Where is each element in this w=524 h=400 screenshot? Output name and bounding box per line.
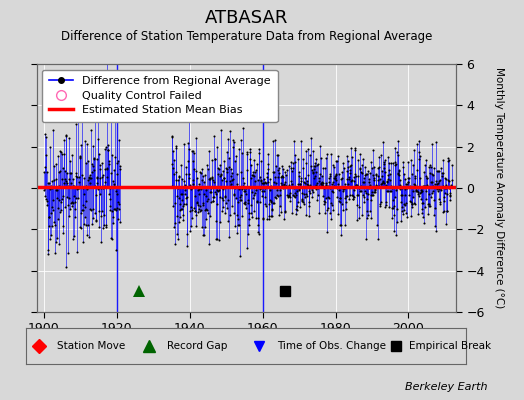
Text: Record Gap: Record Gap <box>167 341 227 351</box>
Text: Station Move: Station Move <box>57 341 125 351</box>
Y-axis label: Monthly Temperature Anomaly Difference (°C): Monthly Temperature Anomaly Difference (… <box>494 67 504 309</box>
Text: Empirical Break: Empirical Break <box>409 341 492 351</box>
Legend: Difference from Regional Average, Quality Control Failed, Estimated Station Mean: Difference from Regional Average, Qualit… <box>42 70 278 122</box>
Text: ATBASAR: ATBASAR <box>204 9 288 27</box>
Text: Time of Obs. Change: Time of Obs. Change <box>277 341 386 351</box>
Text: Berkeley Earth: Berkeley Earth <box>405 382 487 392</box>
Text: Difference of Station Temperature Data from Regional Average: Difference of Station Temperature Data f… <box>61 30 432 43</box>
